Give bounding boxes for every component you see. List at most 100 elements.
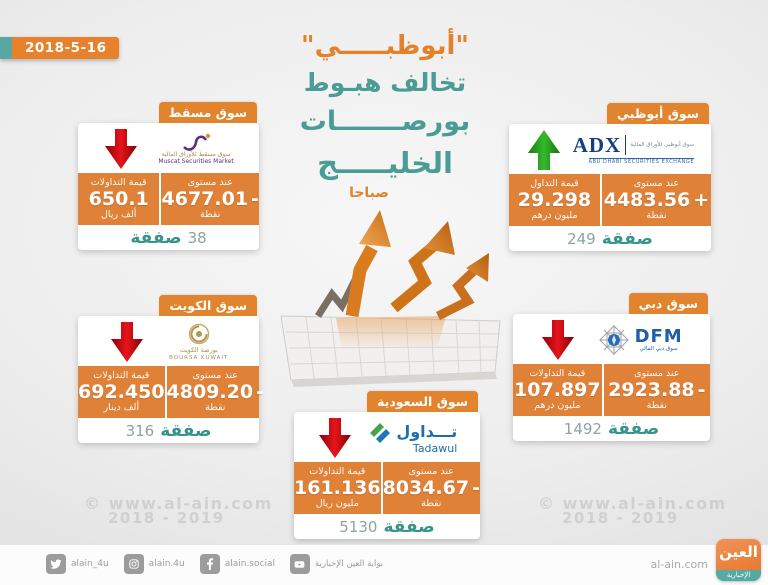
turnover-unit: ألف دينار (103, 402, 140, 413)
date-badge: 2018-5-16 (0, 37, 120, 59)
social-facebook[interactable]: alain.social (199, 554, 275, 574)
facebook-icon (199, 554, 220, 574)
headline: "أبوظبـــــي" تخالف هبـوط بورصـــــــات … (284, 28, 486, 202)
tadawul-arabic: تـــداول (396, 422, 458, 441)
turnover-label: قيمة التداولات (529, 368, 586, 379)
turnover-value: 692.450 (78, 381, 165, 403)
watermark-line2: 2018 - 2019 (562, 509, 679, 527)
market-card-saudi: سوق السعودية تـــداول Tadawul قيمة التدا… (294, 391, 480, 539)
muscat-logo-mark-icon (183, 134, 211, 152)
dfm-wordmark: DFM (634, 325, 683, 347)
trend-up-arrow-icon (527, 130, 560, 170)
market-name-badge: سوق أبوظبي (607, 103, 709, 124)
al-ain-news-logo: العين الإخبارية (716, 539, 761, 581)
trend-down-arrow-icon (110, 322, 143, 362)
tadawul-logo: تـــداول Tadawul (369, 421, 457, 455)
market-card-kuwait: سوق الكويت بورصة الكويت BOURSA KUWAIT قي… (78, 295, 264, 443)
twitter-icon (46, 554, 66, 574)
adx-wordmark: ADX (572, 132, 622, 157)
watermark-line1: © www.al-ain.com (538, 494, 727, 513)
market-name-badge: سوق دبي (628, 293, 708, 314)
instagram-handle[interactable]: alain.4u (148, 559, 185, 569)
level-value: 4809.20- (166, 381, 264, 403)
turnover-label: قيمة التداولات (90, 177, 147, 188)
deals-count: 38 (187, 228, 207, 247)
trend-down-arrow-icon (542, 320, 575, 360)
level-unit: نقطة (200, 209, 221, 220)
watermark-line2: 2018 - 2019 (108, 509, 225, 527)
trend-down-arrow-icon (318, 418, 351, 458)
social-links: alain_4u alain.4u alain.social بوابة الع… (46, 554, 383, 574)
headline-line1: "أبوظبـــــي" (301, 31, 469, 61)
muscat-securities-market-logo: سوق مسقط للأوراق المالية Muscat Securiti… (158, 132, 234, 165)
watermark: © www.al-ain.com 2018 - 2019 (84, 496, 273, 526)
deals-label: صفقة (130, 227, 182, 248)
turnover-label: قيمة التداولات (309, 466, 366, 477)
headline-line4: الخليـــــج (317, 146, 453, 180)
turnover-label: قيمة التداول (530, 178, 579, 189)
site-url[interactable]: al-ain.com (650, 558, 708, 571)
headline-line2: تخالف هبـوط (303, 68, 467, 97)
level-unit: نقطة (646, 210, 667, 221)
level-label: عند مستوى (408, 466, 454, 477)
turnover-unit: مليون درهم (531, 210, 578, 221)
level-label: عند مستوى (634, 368, 680, 379)
boursa-kuwait-arabic: بورصة الكويت (179, 346, 218, 355)
adx-english: ABU DHABI SECURITIES EXCHANGE (588, 157, 695, 165)
watermark: © www.al-ain.com 2018 - 2019 (538, 496, 727, 526)
dfm-compass-icon (598, 325, 629, 355)
deals-count: 1492 (563, 419, 602, 438)
level-label: عند مستوى (187, 177, 233, 188)
deals-line: 316 صفقة (78, 418, 259, 443)
deals-label: صفقة (160, 420, 212, 441)
market-name-badge: سوق الكويت (159, 295, 257, 316)
adx-arabic: سوق أبوظبي للأوراق المالية (630, 142, 695, 148)
deals-count: 249 (567, 229, 596, 248)
instagram-icon (123, 554, 144, 574)
al-ain-logo-tagline: الإخبارية (716, 570, 761, 581)
level-value: 2923.88- (608, 379, 706, 401)
dfm-logo: DFM سوق دبي المالي (598, 324, 683, 356)
deals-label: صفقة (601, 228, 653, 249)
muscat-logo-arabic: سوق مسقط للأوراق المالية (161, 151, 231, 159)
boursa-kuwait-emblem-icon (188, 324, 209, 345)
level-value: 8034.67- (382, 477, 480, 499)
market-card-abudhabi: سوق أبوظبي ADX سوق أبوظبي للأوراق المالي… (509, 103, 711, 251)
deals-line: 5130 صفقة (294, 514, 480, 539)
headline-subtitle: صباحا (349, 185, 389, 201)
level-unit: نقطة (421, 498, 442, 509)
deals-label: صفقة (607, 418, 660, 439)
market-name-badge: سوق السعودية (367, 391, 478, 412)
tadawul-english: Tadawul (412, 442, 458, 455)
social-instagram[interactable]: alain.4u (123, 554, 185, 574)
level-value: 4677.01- (161, 188, 259, 210)
turnover-value: 107.897 (514, 379, 601, 401)
facebook-handle[interactable]: alain.social (224, 559, 275, 569)
level-label: عند مستوى (192, 370, 238, 381)
boursa-kuwait-english: BOURSA KUWAIT (169, 354, 229, 361)
twitter-handle[interactable]: alain_4u (71, 559, 109, 569)
turnover-unit: مليون درهم (534, 400, 581, 411)
boursa-kuwait-logo: بورصة الكويت BOURSA KUWAIT (169, 323, 229, 361)
deals-line: 249 صفقة (509, 226, 711, 251)
social-youtube[interactable]: بوابة العين الإخبارية (289, 554, 384, 574)
social-twitter[interactable]: alain_4u (46, 554, 109, 574)
turnover-value: 29.298 (517, 189, 592, 211)
footer-bar: alain_4u alain.4u alain.social بوابة الع… (0, 544, 768, 585)
turnover-value: 650.1 (88, 188, 149, 210)
turnover-value: 161.136 (294, 477, 381, 499)
muscat-logo-english: Muscat Securities Market (158, 158, 234, 165)
arrows-keyboard-illustration (280, 210, 501, 387)
youtube-channel-name[interactable]: بوابة العين الإخبارية (314, 559, 384, 569)
tadawul-chevron-icon (370, 423, 391, 443)
dfm-arabic: سوق دبي المالي (639, 345, 678, 352)
deals-line: 38 صفقة (78, 225, 259, 250)
level-unit: نقطة (205, 402, 226, 413)
turnover-unit: ألف ريال (101, 209, 137, 220)
turnover-unit: مليون ريال (315, 498, 359, 509)
youtube-icon (289, 554, 310, 574)
deals-line: 1492 صفقة (513, 416, 710, 441)
market-name-badge: سوق مسقط (158, 102, 257, 123)
level-unit: نقطة (646, 400, 667, 411)
